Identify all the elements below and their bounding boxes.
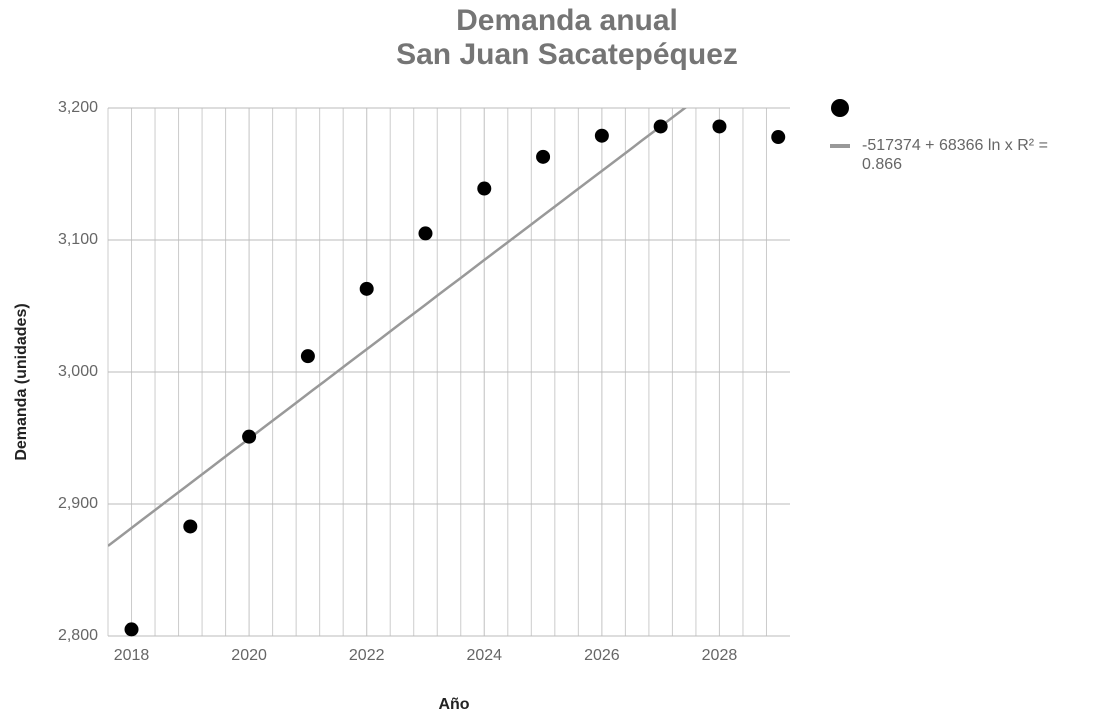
y-tick-label: 3,200: [58, 99, 98, 116]
legend-marker: [831, 99, 849, 117]
x-tick-label: 2024: [466, 647, 502, 664]
legend-label-line: -517374 + 68366 ln x R² =: [862, 137, 1048, 154]
point: [712, 119, 727, 134]
y-tick-label: 3,100: [58, 231, 98, 248]
point: [477, 181, 492, 196]
point: [594, 128, 609, 143]
point: [653, 119, 668, 134]
trendline-group: [108, 108, 687, 547]
y-tick-label: 2,800: [58, 627, 98, 644]
chart-title: San Juan Sacatepéquez: [396, 38, 738, 71]
point: [124, 622, 139, 637]
point: [536, 149, 551, 164]
x-tick-label: 2028: [702, 647, 738, 664]
x-axis-label: Año: [438, 696, 469, 713]
x-tick-label: 2020: [231, 647, 267, 664]
point: [418, 226, 433, 241]
x-tick-label: 2022: [349, 647, 385, 664]
y-tick-label: 3,000: [58, 363, 98, 380]
point: [771, 130, 786, 145]
y-axis-label: Demanda (unidades): [13, 303, 30, 460]
point: [183, 519, 198, 534]
point: [359, 281, 374, 296]
x-tick-label: 2026: [584, 647, 620, 664]
legend-label-line: 0.866: [862, 156, 902, 173]
chart-title: Demanda anual: [456, 4, 678, 37]
x-tick-label: 2018: [114, 647, 150, 664]
point: [300, 349, 315, 364]
y-tick-label: 2,900: [58, 495, 98, 512]
trendline: [108, 108, 687, 547]
point: [242, 429, 257, 444]
legend-label: -517374 + 68366 ln x R² = 0.866: [862, 137, 1048, 173]
